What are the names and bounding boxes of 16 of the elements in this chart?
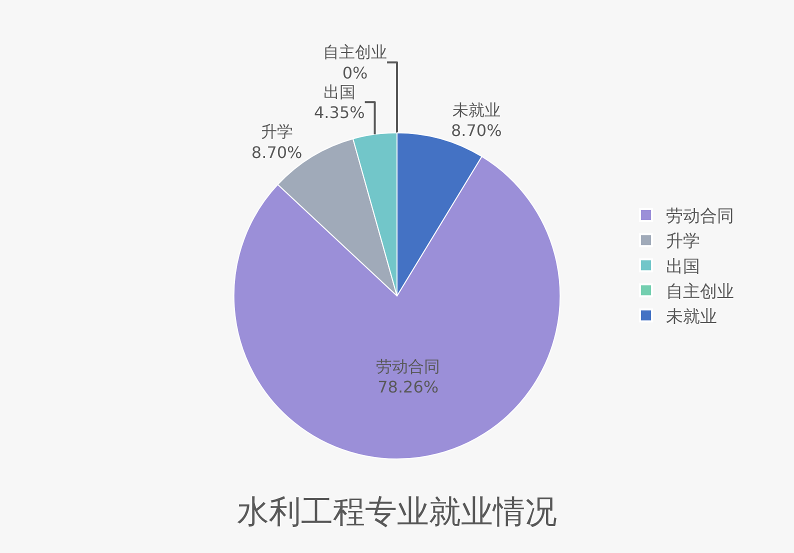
slice-label: 出国 xyxy=(323,82,356,102)
legend-label: 出国 xyxy=(666,256,700,277)
data-label: 78.26% xyxy=(378,378,439,397)
text: 0% xyxy=(342,63,368,82)
data-label: 4.35% xyxy=(314,103,365,122)
legend-label: 自主创业 xyxy=(666,282,734,302)
legend-label: 劳动合同 xyxy=(666,206,734,227)
slice-label: 升学 xyxy=(260,122,293,142)
legend-label: 升学 xyxy=(666,232,700,252)
legend-label: 未就业 xyxy=(666,307,718,328)
data-label: 8.70% xyxy=(251,142,302,162)
text: 水利工程专业就业情况 xyxy=(237,492,557,531)
slice-label: 未就业 xyxy=(452,100,500,120)
slice-label: 劳动合同 xyxy=(376,356,440,376)
data-label: 8.70% xyxy=(450,121,502,140)
category-label: 自主创业 xyxy=(323,42,388,62)
